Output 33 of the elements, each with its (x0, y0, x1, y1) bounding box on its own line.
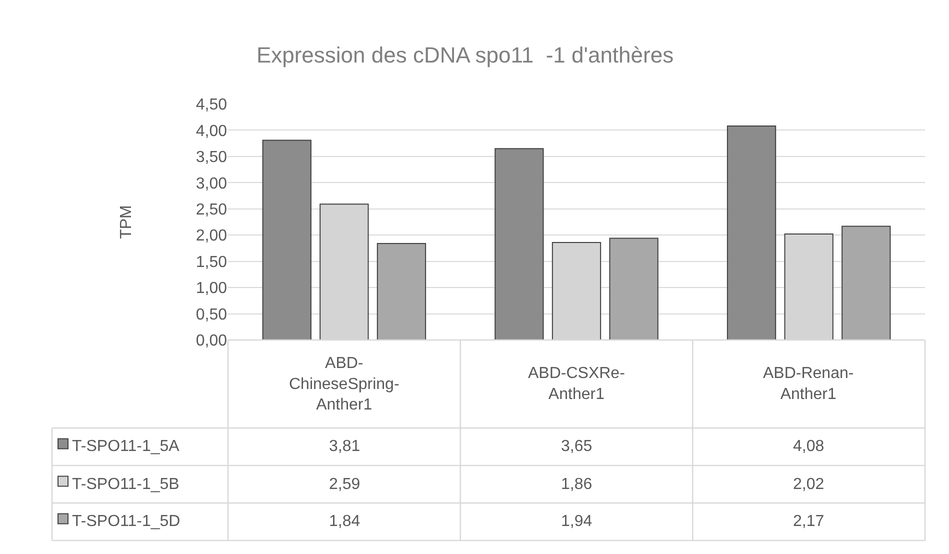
data-label: 1,94 (561, 513, 592, 530)
chart-title: Expression des cDNA spo11 -1 d'anthères (256, 42, 674, 68)
y-axis-title: TPM (118, 205, 135, 239)
data-label: 2,17 (793, 513, 824, 530)
bar (494, 148, 544, 340)
data-label: 3,65 (561, 438, 592, 455)
data-label: 2,02 (793, 476, 824, 493)
y-tick-label: 3,00 (196, 175, 228, 192)
y-tick-label: 2,50 (196, 201, 228, 218)
y-tick-label: 0,50 (196, 306, 228, 324)
y-tick-label: 0,00 (196, 332, 228, 350)
y-tick-label: 1,50 (196, 254, 228, 271)
x-tick-label: ABD-CSXRe-Anther1 (528, 365, 625, 403)
x-tick-label: ABD-Renan-Anther1 (763, 365, 854, 403)
bar (609, 238, 658, 340)
legend-label: T-SPO11-1_5B (72, 476, 180, 493)
y-tick-label: 4,50 (196, 96, 228, 114)
data-label: 4,08 (793, 438, 824, 455)
legend-label: T-SPO11-1_5D (72, 513, 180, 530)
y-tick-label: 2,00 (196, 228, 228, 245)
y-tick-label: 3,50 (196, 149, 228, 166)
data-label: 3,81 (329, 438, 360, 455)
data-label: 2,59 (329, 476, 360, 493)
data-label: 1,84 (329, 513, 360, 530)
bar (842, 226, 891, 340)
legend-label: T-SPO11-1_5A (72, 438, 180, 455)
bar (726, 126, 776, 340)
bar (262, 140, 312, 340)
y-tick-label: 1,00 (196, 280, 228, 298)
data-label: 1,86 (561, 476, 592, 493)
y-tick-label: 4,00 (196, 122, 228, 140)
bar (376, 243, 426, 340)
x-tick-label: ABD-ChineseSpring-Anther1 (289, 355, 400, 414)
